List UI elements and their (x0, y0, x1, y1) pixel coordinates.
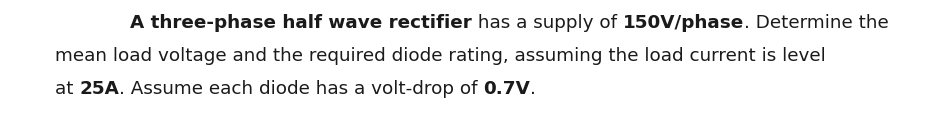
Text: A three-phase half wave rectifier: A three-phase half wave rectifier (130, 14, 471, 32)
Text: 25A: 25A (79, 79, 119, 97)
Text: 0.7V: 0.7V (483, 79, 530, 97)
Text: mean load voltage and the required diode rating, assuming the load current is le: mean load voltage and the required diode… (55, 47, 825, 64)
Text: 150V/phase: 150V/phase (622, 14, 743, 32)
Text: has a supply of: has a supply of (471, 14, 622, 32)
Text: . Determine the: . Determine the (743, 14, 888, 32)
Text: . Assume each diode has a volt-drop of: . Assume each diode has a volt-drop of (119, 79, 483, 97)
Text: .: . (530, 79, 535, 97)
Text: at: at (55, 79, 79, 97)
